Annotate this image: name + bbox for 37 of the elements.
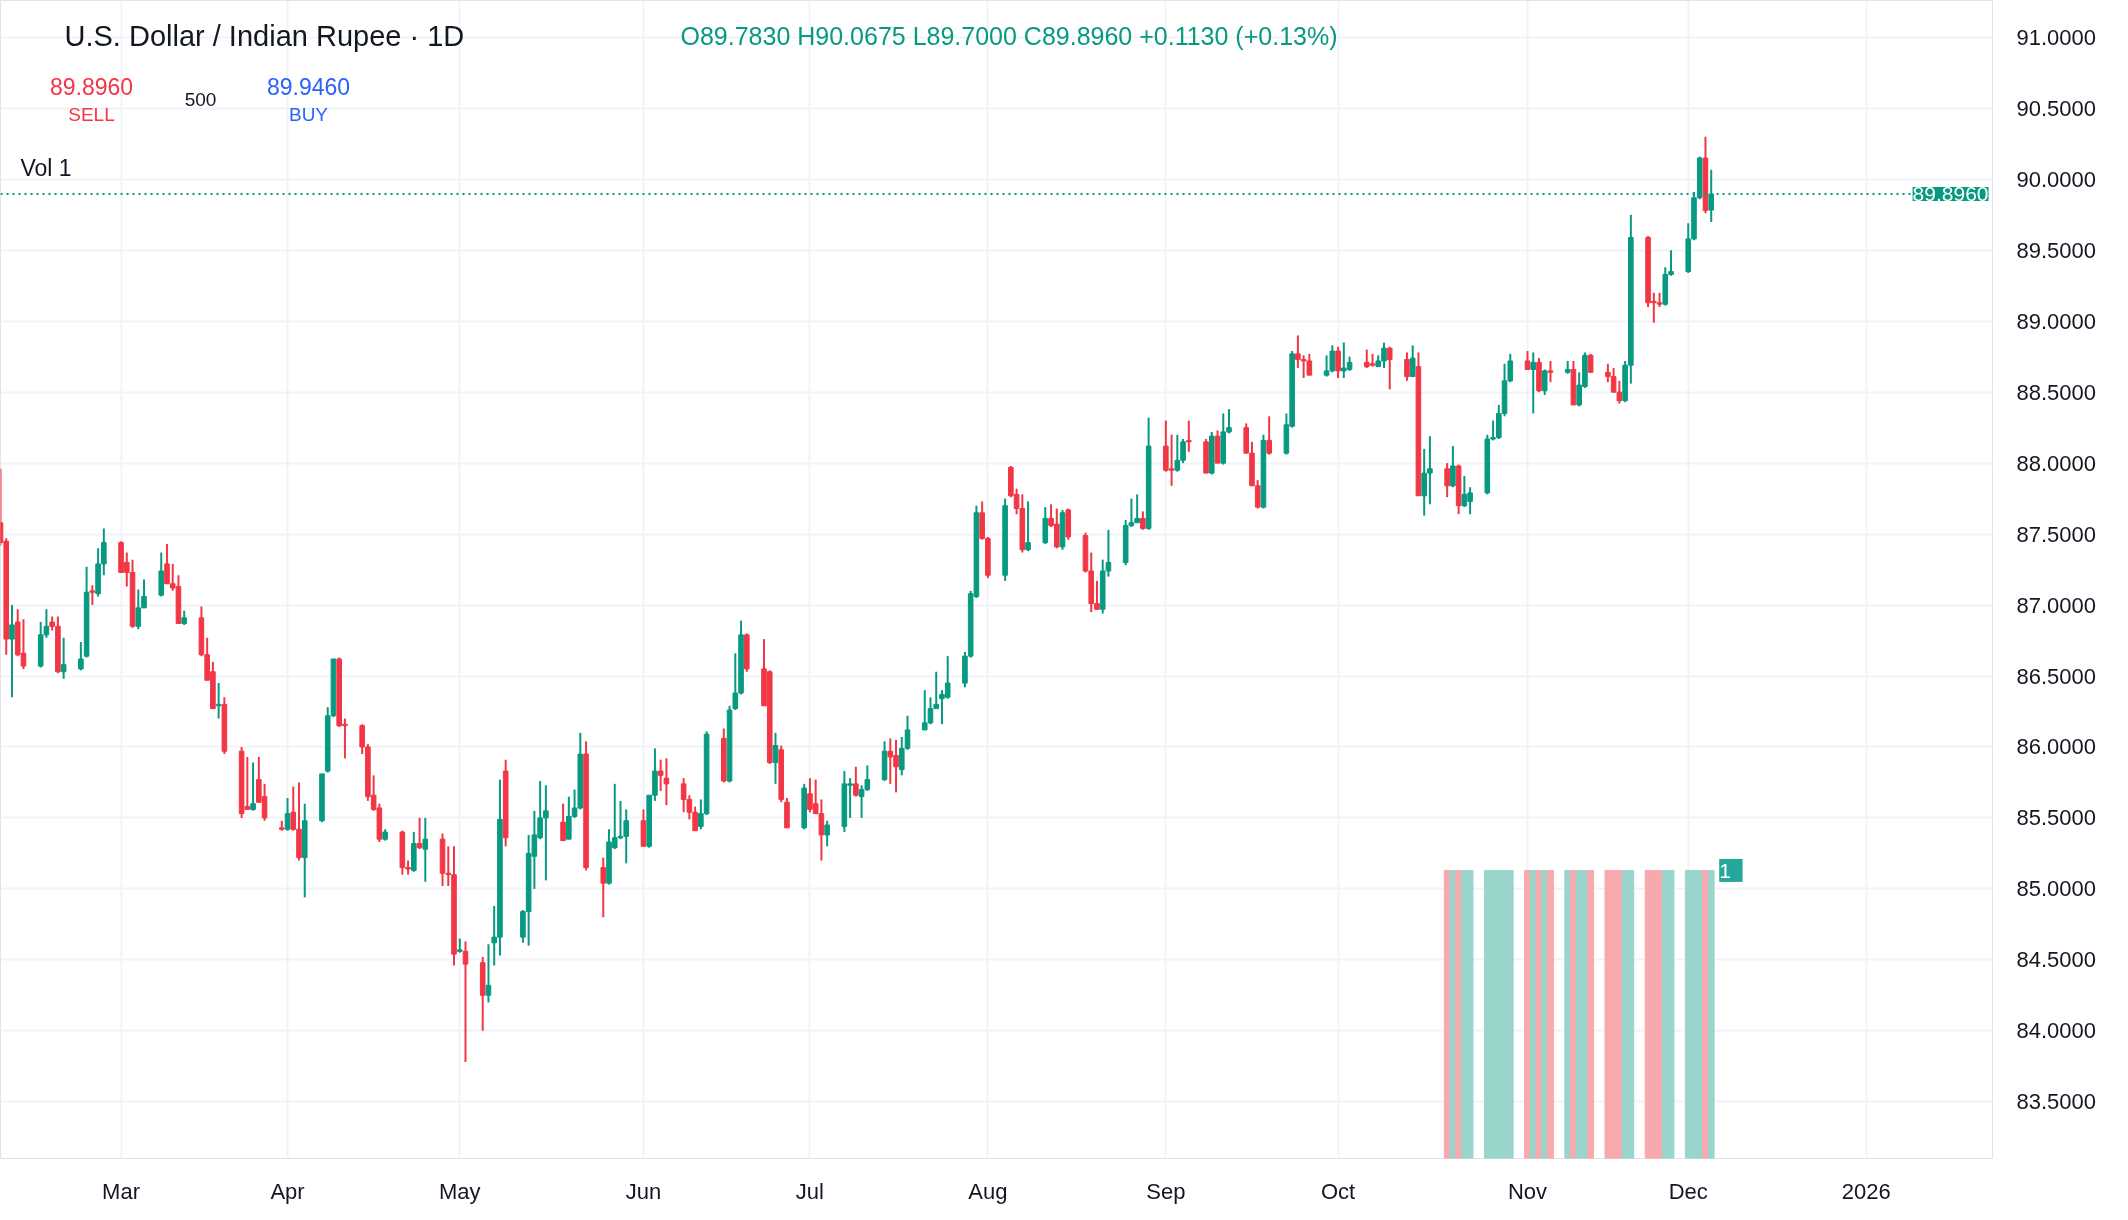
data-label: 1 — [1719, 858, 1731, 882]
y-tick-label: 89.5000 — [2016, 237, 2097, 263]
y-tick-label: 86.0000 — [2016, 734, 2097, 760]
annotation: BUY — [288, 104, 329, 125]
y-tick-label: 89.0000 — [2016, 308, 2097, 334]
y-tick-label: 85.0000 — [2016, 876, 2097, 902]
y-tick-label: 84.5000 — [2016, 947, 2097, 973]
y-tick-label: 85.5000 — [2016, 805, 2097, 831]
ref-line-label: 89.8960 — [1912, 182, 1989, 206]
x-tick-label: Sep — [1146, 1178, 1186, 1204]
annotation: 89.9460 — [266, 74, 351, 100]
x-tick-label: 2026 — [1841, 1178, 1891, 1204]
annotation: O89.7830 H90.0675 L89.7000 C89.8960 +0.1130 (+0.13%) — [680, 21, 1338, 50]
y-tick-label: 88.5000 — [2016, 379, 2097, 405]
text: U.S. Dollar / Indian Rupee · 1D — [64, 19, 465, 52]
annotation: SELL — [68, 104, 115, 125]
x-tick-label: Nov — [1507, 1178, 1548, 1204]
x-tick-label: Jul — [795, 1178, 824, 1204]
x-tick-label: May — [438, 1178, 481, 1204]
x-tick-label: Jun — [625, 1178, 662, 1204]
x-tick-label: Aug — [968, 1178, 1008, 1204]
y-tick-label: 90.0000 — [2016, 166, 2097, 192]
y-tick-label: 84.0000 — [2016, 1018, 2097, 1044]
y-tick-label: 87.0000 — [2016, 592, 2097, 618]
y-tick-label: 86.5000 — [2016, 663, 2097, 689]
x-tick-label: Apr — [270, 1178, 305, 1204]
annotation: 89.8960 — [49, 74, 134, 100]
y-tick-label: 83.5000 — [2016, 1089, 2097, 1115]
y-tick-label: 87.5000 — [2016, 521, 2097, 547]
y-tick-label: 88.0000 — [2016, 450, 2097, 476]
y-tick-label: 91.0000 — [2016, 24, 2097, 50]
x-tick-label: Mar — [102, 1178, 140, 1204]
annotation: 500 — [184, 89, 217, 110]
x-tick-label: Dec — [1668, 1178, 1708, 1204]
y-tick-label: 90.5000 — [2016, 95, 2097, 121]
x-tick-label: Oct — [1320, 1178, 1356, 1204]
annotation: Vol 1 — [20, 154, 72, 181]
